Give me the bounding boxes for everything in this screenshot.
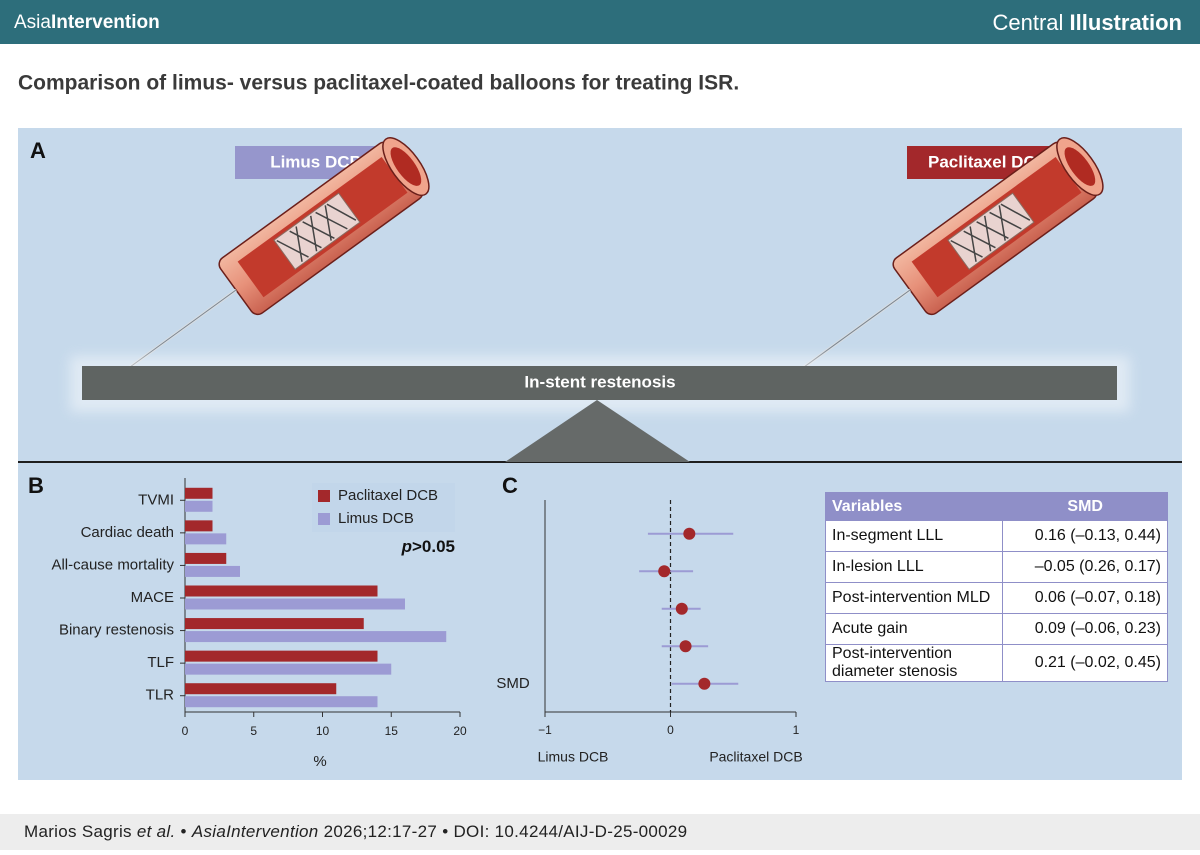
x-axis-label-right: Paclitaxel DCB: [709, 749, 802, 765]
balance-beam: [82, 366, 1117, 400]
variable-cell: Post-intervention diameter stenosis: [824, 644, 1004, 682]
smd-table: Variables SMD In-segment LLL 0.16 (–0.13, 0…: [824, 492, 1168, 682]
bar: [185, 487, 213, 499]
smd-cell: –0.05 (0.26, 0.17): [1002, 551, 1168, 583]
x-tick-label: 20: [453, 724, 467, 738]
bar: [185, 520, 213, 532]
brand: AsiaIntervention: [14, 12, 160, 33]
doi: DOI: 10.4244/AIJ-D-25-00029: [453, 822, 688, 841]
variable-cell: In-segment LLL: [824, 520, 1004, 552]
x-tick-label: 1: [793, 723, 800, 737]
y-tick-label: TVMI: [138, 491, 174, 508]
x-tick-label: 0: [667, 723, 674, 737]
smd-cell: 0.09 (–0.06, 0.23): [1002, 613, 1168, 645]
x-tick-label: 5: [250, 724, 257, 738]
variable-cell: In-lesion LLL: [824, 551, 1004, 583]
p-symbol: p: [401, 537, 412, 556]
y-tick-label: MACE: [131, 589, 174, 606]
y-tick-label: Cardiac death: [81, 524, 174, 541]
authors: Marios Sagris: [24, 822, 132, 841]
page-title: Comparison of limus- versus paclitaxel-c…: [18, 72, 739, 95]
smd-cell: 0.16 (–0.13, 0.44): [1002, 520, 1168, 552]
footer: Marios Sagris et al. • AsiaIntervention …: [0, 814, 1200, 850]
bar: [185, 683, 337, 695]
header-cell: SMD: [1002, 492, 1168, 521]
table-head: Variables SMD: [824, 492, 1168, 521]
y-tick-label: TLR: [146, 687, 175, 704]
legend-label: Limus DCB: [338, 510, 414, 527]
p-text: >0.05: [412, 537, 455, 556]
limus-label: Limus DCB: [270, 152, 362, 171]
separator: •: [180, 822, 187, 841]
bar: [185, 696, 378, 708]
bar: [185, 585, 378, 597]
fulcrum: [505, 400, 690, 462]
table-body: In-segment LLL 0.16 (–0.13, 0.44) In-lesio…: [824, 520, 1168, 682]
bar: [185, 663, 392, 675]
y-axis-label: SMD: [496, 675, 530, 692]
illustration: AsiaIntervention Central Illustration Co…: [0, 0, 1200, 780]
legend-swatch: [318, 513, 330, 525]
bar: [185, 565, 240, 577]
x-tick-label: −1: [538, 723, 552, 737]
table-row: Acute gain 0.09 (–0.06, 0.23): [824, 613, 1168, 645]
header-bar: [0, 0, 1200, 44]
p-value: p>0.05: [401, 537, 455, 556]
x-tick-label: 15: [385, 724, 399, 738]
beam-label: In-stent restenosis: [524, 372, 675, 391]
journal: AsiaIntervention: [191, 822, 319, 841]
table-row: In-segment LLL 0.16 (–0.13, 0.44): [824, 520, 1168, 552]
header-row: Variables SMD: [824, 492, 1168, 521]
panel-label: B: [28, 473, 44, 498]
brand-name: Intervention: [51, 12, 160, 33]
y-tick-label: TLF: [147, 654, 174, 671]
label-prefix: Central: [993, 10, 1064, 35]
bar: [185, 650, 378, 662]
table-row: In-lesion LLL –0.05 (0.26, 0.17): [824, 551, 1168, 583]
paclitaxel-label: Paclitaxel DCB: [928, 152, 1048, 171]
point-estimate: [658, 565, 671, 578]
y-tick-label: All-cause mortality: [51, 556, 174, 573]
smd-cell: 0.06 (–0.07, 0.18): [1002, 582, 1168, 614]
x-tick-label: 0: [182, 724, 189, 738]
bar: [185, 500, 213, 512]
bar: [185, 598, 405, 610]
variable-cell: Acute gain: [824, 613, 1004, 645]
panel-label: A: [30, 138, 46, 163]
bar: [185, 533, 227, 545]
brand-prefix: Asia: [14, 12, 51, 33]
legend-label: Paclitaxel DCB: [338, 487, 438, 504]
x-axis-label-left: Limus DCB: [538, 749, 609, 765]
table-row: Post-intervention MLD 0.06 (–0.07, 0.18): [824, 582, 1168, 614]
citation: 2026;12:17-27: [323, 822, 438, 841]
panel-label: C: [502, 473, 518, 498]
y-tick-label: Binary restenosis: [59, 622, 174, 639]
point-estimate: [675, 602, 688, 615]
bar: [185, 552, 227, 564]
point-estimate: [679, 640, 692, 653]
variable-cell: Post-intervention MLD: [824, 582, 1004, 614]
legend-box: [312, 483, 455, 532]
x-axis-label: %: [313, 753, 326, 770]
header-label: Central Illustration: [993, 10, 1183, 35]
header-cell: Variables: [824, 492, 1004, 521]
bar: [185, 631, 447, 643]
smd-cell: 0.21 (–0.02, 0.45): [1002, 644, 1168, 682]
et-al: et al.: [136, 822, 176, 841]
point-estimate: [683, 527, 696, 540]
label-name: Illustration: [1070, 10, 1182, 35]
x-tick-label: 10: [316, 724, 330, 738]
legend-swatch: [318, 490, 330, 502]
table-row: Post-intervention diameter stenosis 0.21 …: [824, 644, 1168, 682]
point-estimate: [698, 677, 711, 690]
separator: •: [442, 822, 449, 841]
bar: [185, 618, 364, 630]
